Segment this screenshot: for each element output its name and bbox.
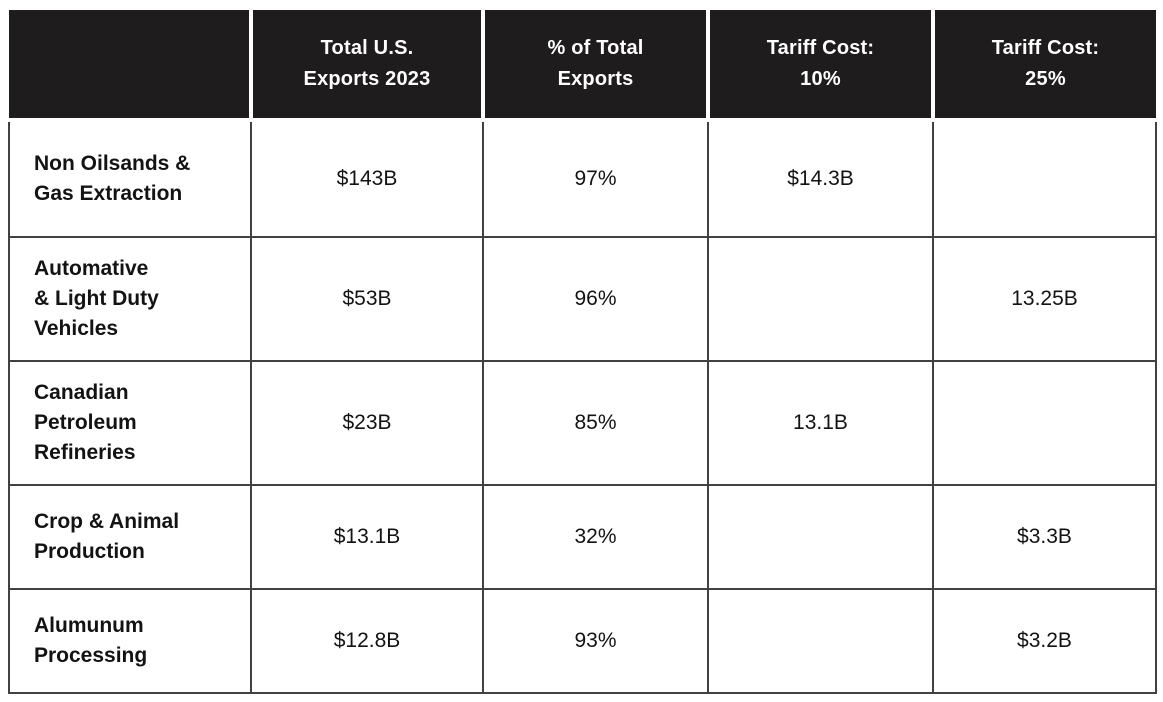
column-header-category <box>9 10 253 122</box>
table-header-row: Total U.S. Exports 2023 % of Total Expor… <box>9 10 1156 122</box>
tariff-table: Total U.S. Exports 2023 % of Total Expor… <box>8 10 1157 694</box>
cell-tariff-25: $3.3B <box>932 484 1157 590</box>
cell-pct-of-exports: 85% <box>482 360 709 486</box>
row-label: Canadian Petroleum Refineries <box>8 360 252 486</box>
row-label: Automative & Light Duty Vehicles <box>8 236 252 362</box>
cell-pct-of-exports: 97% <box>482 119 709 238</box>
cell-pct-of-exports: 96% <box>482 236 709 362</box>
cell-tariff-10: $14.3B <box>707 119 934 238</box>
row-label: Crop & Animal Production <box>8 484 252 590</box>
cell-tariff-10 <box>707 236 934 362</box>
cell-total-exports: $23B <box>250 360 484 486</box>
cell-tariff-10 <box>707 484 934 590</box>
column-header-total-exports: Total U.S. Exports 2023 <box>249 10 485 122</box>
cell-total-exports: $12.8B <box>250 588 484 694</box>
cell-total-exports: $53B <box>250 236 484 362</box>
table-row: Automative & Light Duty Vehicles $53B 96… <box>8 236 1157 362</box>
table-row: Alumunum Processing $12.8B 93% $3.2B <box>8 588 1157 694</box>
row-label: Alumunum Processing <box>8 588 252 694</box>
table-row: Non Oilsands & Gas Extraction $143B 97% … <box>8 119 1157 238</box>
cell-tariff-25 <box>932 360 1157 486</box>
cell-tariff-25 <box>932 119 1157 238</box>
cell-total-exports: $143B <box>250 119 484 238</box>
cell-tariff-10: 13.1B <box>707 360 934 486</box>
cell-tariff-25: $3.2B <box>932 588 1157 694</box>
column-header-pct-of-exports: % of Total Exports <box>481 10 710 122</box>
cell-pct-of-exports: 93% <box>482 588 709 694</box>
cell-tariff-25: 13.25B <box>932 236 1157 362</box>
column-header-tariff-10: Tariff Cost: 10% <box>706 10 935 122</box>
column-header-tariff-25: Tariff Cost: 25% <box>931 10 1156 122</box>
cell-tariff-10 <box>707 588 934 694</box>
table-row: Crop & Animal Production $13.1B 32% $3.3… <box>8 484 1157 590</box>
table-row: Canadian Petroleum Refineries $23B 85% 1… <box>8 360 1157 486</box>
cell-pct-of-exports: 32% <box>482 484 709 590</box>
row-label: Non Oilsands & Gas Extraction <box>8 119 252 238</box>
cell-total-exports: $13.1B <box>250 484 484 590</box>
